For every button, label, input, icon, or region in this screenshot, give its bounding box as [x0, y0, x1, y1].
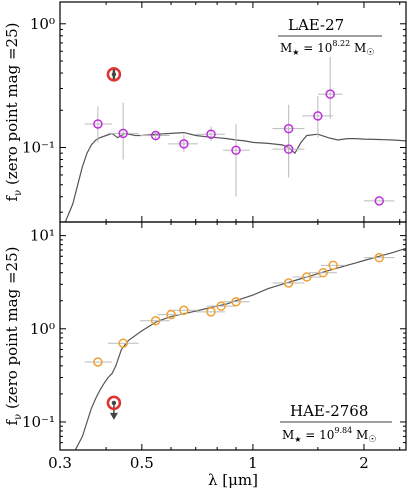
bottom-data-point-0 [93, 357, 103, 367]
bottom-data-point-12 [374, 252, 384, 263]
top-mass-prefix: M [280, 41, 292, 55]
top-data-point-5 [231, 145, 241, 156]
bottom-data-point-5 [206, 307, 216, 317]
bottom-highlight-marker [106, 395, 122, 420]
bottom-photometry-points [93, 252, 384, 367]
top-y-axis-rest: (zero point mag =25) [3, 23, 21, 190]
bottom-errorbars [84, 257, 395, 363]
bottom-axes-frame [59, 221, 407, 451]
top-y-tick-label-0: 10⁻¹ [22, 139, 55, 157]
bottom-data-point-8 [283, 278, 294, 288]
bottom-y-tick-label-0: 10⁻¹ [22, 413, 55, 431]
top-data-point-9 [325, 89, 335, 99]
top-data-point-6 [283, 144, 294, 154]
top-mass-exp: 8.22 [332, 39, 350, 48]
top-sed-model-line [64, 131, 406, 222]
top-axis-ticks: 10⁻¹ 10⁰ [22, 2, 406, 222]
x-tick-label-1: 0.5 [130, 454, 154, 472]
top-data-point-4 [206, 129, 216, 139]
top-axes-frame [59, 1, 407, 223]
bottom-y-tick-label-2: 10¹ [30, 227, 55, 245]
top-data-point-0 [93, 119, 103, 129]
top-data-point-10 [374, 196, 384, 206]
top-data-point-7 [283, 123, 294, 134]
bottom-upper-limit-arrow [109, 412, 118, 420]
bottom-y-axis-rest: (zero point mag =25) [3, 247, 21, 414]
bottom-mass-exp: 9.84 [334, 426, 352, 435]
top-mass-mid: = 10 [299, 41, 332, 55]
top-data-point-2 [150, 130, 161, 141]
bottom-data-point-9 [302, 272, 312, 282]
bottom-data-point-4 [179, 305, 189, 316]
bottom-data-point-2 [150, 315, 161, 326]
bottom-mass-unit: M [352, 428, 368, 442]
x-axis-label: λ [μm] [208, 471, 258, 489]
top-highlight-marker [106, 67, 122, 82]
bottom-mass-sun: ☉ [368, 435, 376, 445]
top-panel-title: LAE-27 [288, 16, 344, 34]
bottom-mass-prefix: M [282, 428, 294, 442]
top-y-axis-sub: ν [13, 190, 24, 196]
top-mass-label: M★ = 108.22 M☉ [280, 39, 374, 58]
bottom-y-axis-f: f [3, 418, 21, 425]
bottom-highlight-circle [106, 395, 122, 411]
top-data-point-8 [313, 111, 323, 121]
bottom-data-point-1 [118, 338, 128, 348]
bottom-y-axis-sub: ν [13, 414, 24, 420]
top-sed-model-path [64, 131, 406, 222]
top-data-point-3 [179, 139, 189, 149]
bottom-highlight-dot [111, 400, 117, 406]
top-highlight-dot [111, 72, 117, 77]
bottom-data-point-6 [216, 301, 226, 311]
top-mass-sun: ☉ [366, 48, 374, 58]
bottom-y-axis-label: fν (zero point mag =25) [3, 247, 24, 426]
top-errorbars [84, 56, 395, 202]
top-highlight-circle [106, 67, 122, 82]
bottom-panel: 0.3 0.5 1 2 10⁻¹ 10⁰ 10¹ HAE-2768 M★ = 109.84 … [22, 221, 407, 472]
x-tick-label-2: 1 [248, 454, 258, 472]
top-mass-star: ★ [292, 48, 299, 57]
bottom-panel-title: HAE-2768 [290, 402, 368, 420]
bottom-sed-model-line [74, 247, 406, 450]
bottom-data-point-7 [231, 297, 241, 307]
bottom-mass-label: M★ = 109.84 M☉ [282, 426, 376, 445]
x-tick-label-3: 2 [359, 454, 369, 472]
bottom-data-point-3 [166, 309, 176, 320]
bottom-sed-model-path [74, 247, 406, 450]
top-data-point-1 [118, 128, 128, 139]
top-y-axis-f: f [3, 194, 21, 201]
top-photometry-points [93, 89, 384, 206]
bottom-data-point-11 [328, 260, 338, 271]
bottom-mass-mid: = 10 [301, 428, 334, 442]
bottom-data-point-10 [318, 267, 328, 278]
x-tick-label-0: 0.3 [48, 454, 72, 472]
top-y-tick-label-1: 10⁰ [30, 15, 55, 33]
bottom-mass-star: ★ [294, 435, 301, 444]
top-y-axis-label: fν (zero point mag =25) [3, 23, 24, 202]
top-mass-unit: M [350, 41, 366, 55]
bottom-y-tick-label-1: 10⁰ [30, 320, 55, 338]
